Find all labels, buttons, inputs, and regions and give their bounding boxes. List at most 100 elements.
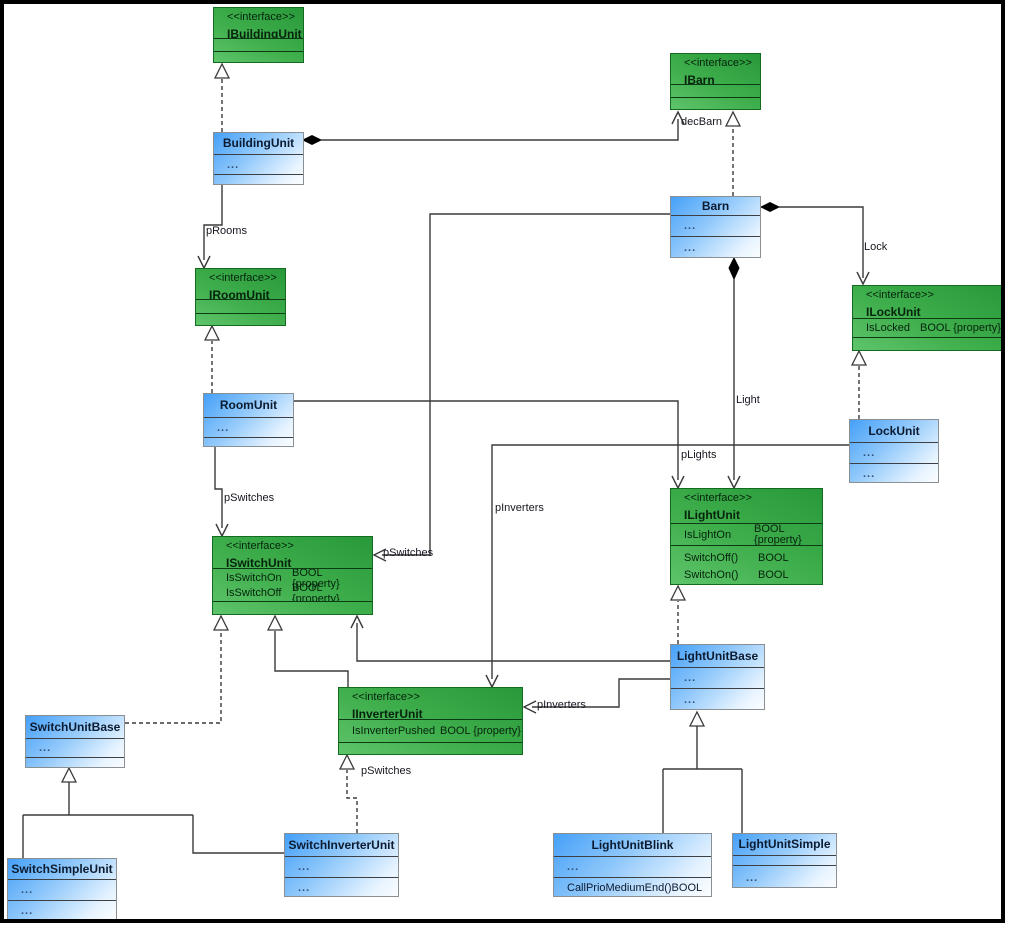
class-ilightunit[interactable]: <<interface>> ILightUnit IsLightOn BOOL {p… bbox=[670, 488, 823, 585]
class-ibarn[interactable]: <<interface>> IBarn bbox=[670, 53, 761, 110]
operation-type: BOOL bbox=[671, 882, 703, 894]
operations-compartment bbox=[671, 97, 760, 111]
stereotype-label: <<interface>> bbox=[226, 540, 294, 552]
attribute-name: IsLightOn bbox=[684, 528, 732, 541]
class-switchunitbase[interactable]: SwitchUnitBase ... bbox=[25, 715, 125, 768]
attributes-compartment bbox=[214, 38, 303, 51]
class-name: IBuildingUnit bbox=[227, 27, 302, 38]
edge-buildingunit-ibuildingunit bbox=[213, 62, 231, 132]
attributes-compartment bbox=[671, 84, 760, 97]
edge-label-pinverters-lock: pInverters bbox=[495, 502, 544, 514]
attributes-compartment: IsSwitchOn BOOL {property} IsSwitchOff BOO… bbox=[213, 568, 372, 601]
stereotype-label: <<interface>> bbox=[866, 289, 934, 301]
operations-compartment: ... bbox=[733, 865, 836, 889]
attribute-type: BOOL {property} bbox=[440, 725, 521, 737]
class-ibuildingunit[interactable]: <<interface>> IBuildingUnit bbox=[213, 7, 304, 63]
edge-lightunitbase-iswitchunit bbox=[350, 614, 670, 662]
operation-name: CallPrioMediumEnd() bbox=[567, 882, 672, 894]
class-lightunitblink[interactable]: LightUnitBlink ... CallPrioMediumEnd() BO… bbox=[553, 833, 712, 897]
edge-label-pswitches-room: pSwitches bbox=[224, 492, 275, 504]
edge-barn-ibarn bbox=[724, 110, 742, 196]
attribute-name: IsSwitchOn bbox=[226, 572, 282, 584]
attribute-type: BOOL {property} bbox=[920, 322, 1001, 334]
operations-compartment bbox=[214, 174, 303, 186]
edge-lightunitbase-ilightunit bbox=[669, 584, 687, 644]
attributes-compartment: ... bbox=[214, 154, 303, 174]
edge-barn-ilightunit bbox=[727, 256, 741, 490]
class-iswitchunit[interactable]: <<interface>> ISwitchUnit IsSwitchOn BOOL … bbox=[212, 536, 373, 615]
class-iroomunit[interactable]: <<interface>> IRoomUnit bbox=[195, 268, 286, 326]
edge-iinverterunit-iswitchunit bbox=[266, 614, 349, 687]
class-roomunit[interactable]: RoomUnit ... bbox=[203, 393, 294, 447]
attribute-type: BOOL {property} bbox=[754, 523, 802, 545]
attributes-compartment: ... bbox=[671, 667, 764, 688]
edge-switchunitbase-iswitchunit bbox=[125, 614, 230, 724]
class-switchinverterunit[interactable]: SwitchInverterUnit ... ... bbox=[284, 833, 399, 897]
attribute-type: BOOL {property} bbox=[292, 568, 340, 590]
operations-compartment: SwitchOff() BOOL SwitchOn() BOOL bbox=[671, 545, 822, 586]
class-name: LightUnitBase bbox=[676, 649, 759, 663]
operation-name: SwitchOff() bbox=[684, 552, 739, 564]
class-name: LightUnitSimple bbox=[738, 837, 831, 851]
class-switchsimpleunit[interactable]: SwitchSimpleUnit ... ... bbox=[7, 858, 117, 920]
edge-lightunitbase-iinverterunit bbox=[522, 678, 670, 714]
class-barn[interactable]: Barn ... ... bbox=[670, 196, 761, 258]
operations-compartment bbox=[214, 51, 303, 64]
attributes-compartment: ... bbox=[26, 738, 124, 757]
class-name: Barn bbox=[701, 199, 730, 213]
operations-compartment bbox=[196, 313, 285, 327]
attributes-compartment: ... bbox=[671, 215, 760, 236]
edge-label-prooms: pRooms bbox=[206, 225, 247, 237]
edge-barn-iswitchunit bbox=[372, 213, 670, 562]
class-ilockunit[interactable]: <<interface>> ILockUnit IsLocked BOOL {pro… bbox=[852, 285, 1004, 351]
class-lockunit[interactable]: LockUnit ... ... bbox=[849, 419, 939, 483]
class-iinverterunit[interactable]: <<interface>> IInverterUnit IsInverterPus… bbox=[338, 687, 523, 755]
edge-label-pinverters-light: pInverters bbox=[537, 699, 586, 711]
attributes-compartment: ... bbox=[204, 417, 293, 437]
operations-compartment: CallPrioMediumEnd() BOOL bbox=[554, 877, 711, 898]
edge-buildingunit-ibarn bbox=[301, 110, 685, 146]
operations-compartment bbox=[204, 437, 293, 448]
stereotype-label: <<interface>> bbox=[684, 492, 752, 504]
operations-compartment: ... bbox=[285, 877, 398, 898]
class-name: SwitchInverterUnit bbox=[288, 838, 395, 852]
class-name: ILightUnit bbox=[684, 508, 740, 522]
class-name: IRoomUnit bbox=[209, 288, 270, 299]
operations-compartment bbox=[26, 757, 124, 769]
attribute-name: IsSwitchOff bbox=[226, 587, 282, 599]
class-name: ILockUnit bbox=[866, 305, 921, 318]
class-name: IBarn bbox=[684, 73, 715, 84]
class-name: RoomUnit bbox=[219, 398, 278, 412]
operations-compartment bbox=[853, 337, 1003, 352]
class-buildingunit[interactable]: BuildingUnit ... bbox=[213, 132, 304, 185]
stereotype-label: <<interface>> bbox=[684, 57, 752, 69]
operations-compartment: ... bbox=[671, 236, 760, 259]
stereotype-label: <<interface>> bbox=[209, 272, 277, 284]
operations-compartment: ... bbox=[671, 688, 764, 711]
attribute-type: BOOL {property} bbox=[292, 581, 340, 601]
attributes-compartment: ... bbox=[8, 879, 116, 900]
edge-switchinverterunit-iinverterunit bbox=[338, 753, 358, 833]
class-name: SwitchUnitBase bbox=[29, 720, 121, 734]
attributes-compartment: IsLightOn BOOL {property} bbox=[671, 523, 822, 545]
edge-label-plights: pLights bbox=[681, 449, 717, 461]
class-lightunitbase[interactable]: LightUnitBase ... ... bbox=[670, 644, 765, 710]
class-name: BuildingUnit bbox=[222, 136, 295, 150]
class-lightunitsimple[interactable]: LightUnitSimple ... bbox=[732, 833, 837, 888]
attribute-name: IsInverterPushed bbox=[352, 725, 436, 737]
edge-label-pswitches-inverter: pSwitches bbox=[361, 765, 412, 777]
stereotype-label: <<interface>> bbox=[352, 691, 420, 703]
edge-barn-ilockunit bbox=[759, 201, 870, 286]
operations-compartment bbox=[339, 742, 522, 756]
edge-label-light: Light bbox=[736, 394, 760, 406]
operations-compartment: ... bbox=[850, 463, 938, 484]
class-name: IInverterUnit bbox=[352, 707, 423, 719]
operations-compartment: ... bbox=[8, 900, 116, 921]
stereotype-label: <<interface>> bbox=[227, 11, 295, 23]
attributes-compartment bbox=[733, 855, 836, 865]
edge-roomunit-iroomunit bbox=[203, 324, 221, 393]
attributes-compartment: ... bbox=[554, 856, 711, 877]
attribute-name: IsLocked bbox=[866, 322, 911, 334]
edge-label-decbarn: decBarn bbox=[681, 116, 722, 128]
attributes-compartment bbox=[196, 299, 285, 313]
